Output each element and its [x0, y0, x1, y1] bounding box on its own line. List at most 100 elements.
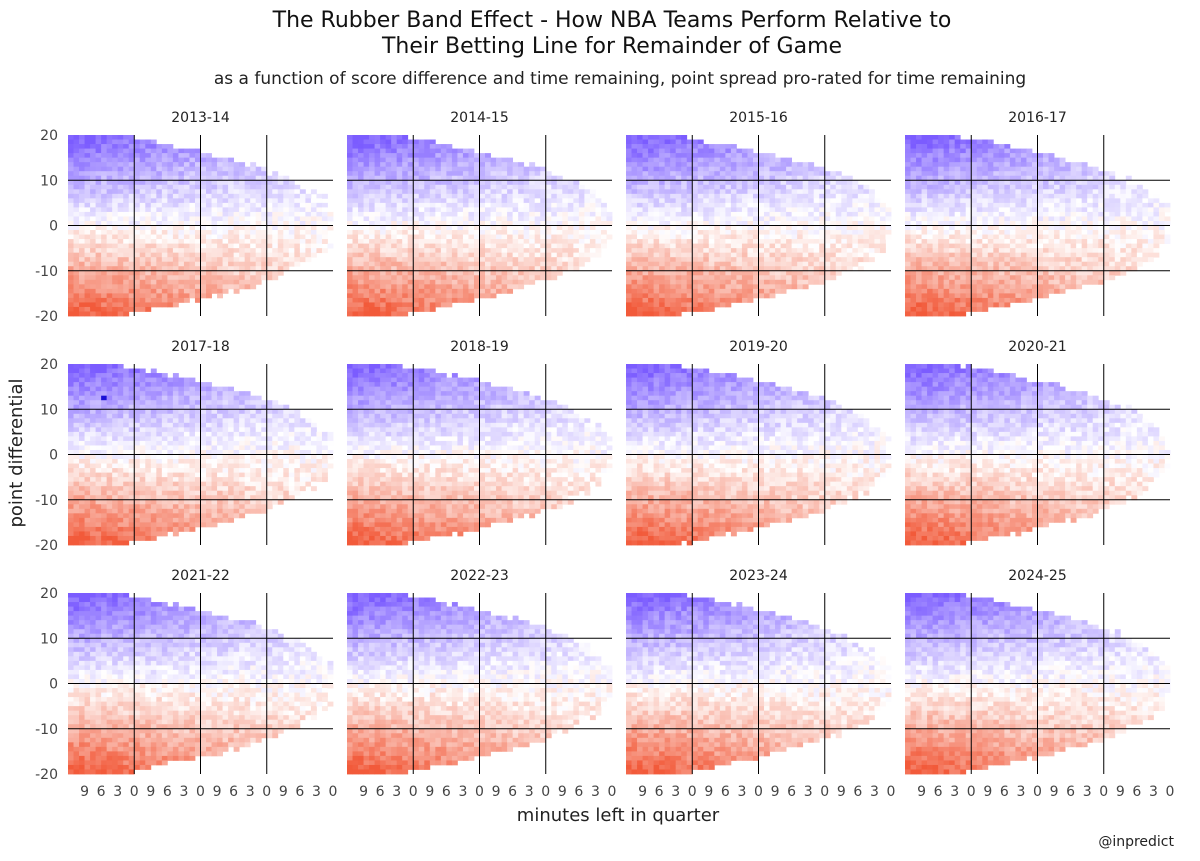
heatmap-cell — [648, 306, 654, 312]
heatmap-cell — [194, 293, 201, 299]
heatmap-cell — [496, 270, 502, 276]
heatmap-cell — [128, 216, 135, 222]
heatmap-cell — [167, 275, 174, 281]
heatmap-cell — [117, 175, 124, 181]
heatmap-cell — [112, 239, 119, 245]
heatmap-cell — [352, 193, 359, 199]
heatmap-cell — [786, 257, 793, 263]
heatmap-cell — [178, 230, 185, 235]
heatmap-cell — [424, 157, 431, 163]
heatmap-cell — [161, 171, 168, 177]
heatmap-cell — [786, 171, 793, 177]
heatmap-cell — [764, 248, 770, 254]
heatmap-cell — [95, 248, 102, 254]
heatmap-cell — [380, 144, 387, 149]
heatmap-cell — [752, 257, 759, 263]
heatmap-cell — [648, 135, 654, 140]
heatmap-cell — [374, 243, 381, 249]
heatmap-cell — [145, 270, 152, 276]
heatmap-cell — [686, 216, 693, 222]
heatmap-cell — [396, 193, 403, 199]
heatmap-cell — [79, 230, 85, 235]
heatmap-cell — [413, 216, 420, 222]
heatmap-cell — [741, 234, 748, 240]
heatmap-cell — [150, 202, 157, 208]
heatmap-cell — [758, 180, 765, 186]
heatmap-cell — [374, 193, 381, 199]
heatmap-cell — [413, 220, 420, 226]
heatmap-cell — [835, 239, 842, 245]
heatmap-cell — [211, 279, 218, 285]
heatmap-cell — [418, 139, 425, 145]
heatmap-cell — [150, 220, 157, 226]
heatmap-cell — [675, 279, 682, 285]
heatmap-cell — [101, 284, 108, 290]
heatmap-cell — [294, 220, 301, 226]
heatmap-cell — [659, 297, 666, 303]
heatmap-cell — [921, 162, 928, 168]
heatmap-cell — [429, 239, 436, 245]
heatmap-cell — [697, 275, 704, 281]
heatmap-cell — [573, 189, 580, 195]
heatmap-cell — [653, 284, 660, 290]
heatmap-cell — [189, 157, 196, 163]
heatmap-cell — [725, 157, 732, 163]
heatmap-cell — [819, 261, 826, 267]
heatmap-cell — [139, 266, 146, 272]
heatmap-cell — [708, 284, 715, 290]
heatmap-cell — [418, 234, 425, 240]
heatmap-cell — [954, 193, 961, 199]
heatmap-cell — [965, 225, 972, 231]
heatmap-cell — [288, 189, 295, 195]
heatmap-cell — [150, 225, 157, 231]
heatmap-cell — [194, 261, 201, 267]
heatmap-cell — [507, 166, 514, 172]
heatmap-cell — [846, 220, 853, 226]
heatmap-cell — [600, 216, 607, 222]
heatmap-cell — [725, 198, 732, 204]
heatmap-cell — [802, 175, 809, 181]
heatmap-cell — [369, 180, 375, 186]
heatmap-cell — [363, 261, 370, 267]
heatmap-cell — [780, 279, 787, 285]
heatmap-cell — [714, 144, 721, 149]
heatmap-cell — [440, 252, 447, 258]
heatmap-cell — [90, 230, 96, 235]
heatmap-cell — [380, 284, 387, 290]
heatmap-cell — [239, 230, 246, 235]
heatmap-cell — [407, 157, 414, 163]
heatmap-cell — [90, 243, 96, 249]
heatmap-cell — [79, 297, 85, 303]
heatmap-cell — [217, 157, 223, 163]
heatmap-cell — [747, 202, 754, 208]
heatmap-cell — [725, 211, 732, 217]
heatmap-cell — [507, 288, 514, 294]
heatmap-cell — [714, 302, 721, 308]
heatmap-cell — [927, 175, 933, 181]
heatmap-cell — [68, 252, 74, 258]
heatmap-cell — [396, 288, 403, 294]
heatmap-cell — [725, 175, 732, 181]
heatmap-cell — [719, 144, 726, 149]
heatmap-cell — [117, 171, 124, 177]
heatmap-cell — [440, 148, 447, 154]
heatmap-cell — [429, 288, 436, 294]
heatmap-cell — [518, 220, 525, 226]
heatmap-cell — [358, 279, 364, 285]
heatmap-cell — [385, 234, 392, 240]
heatmap-cell — [545, 211, 552, 217]
heatmap-cell — [714, 275, 721, 281]
heatmap-cell — [653, 270, 660, 276]
heatmap-cell — [451, 216, 458, 222]
heatmap-cell — [244, 279, 251, 285]
heatmap-cell — [791, 279, 798, 285]
heatmap-cell — [451, 230, 458, 235]
heatmap-cell — [369, 288, 375, 294]
heatmap-cell — [719, 302, 726, 308]
heatmap-cell — [352, 220, 359, 226]
heatmap-cell — [374, 293, 381, 299]
heatmap-cell — [736, 248, 743, 254]
heatmap-cell — [79, 153, 85, 159]
heatmap-cell — [562, 261, 569, 267]
heatmap-cell — [123, 270, 130, 276]
